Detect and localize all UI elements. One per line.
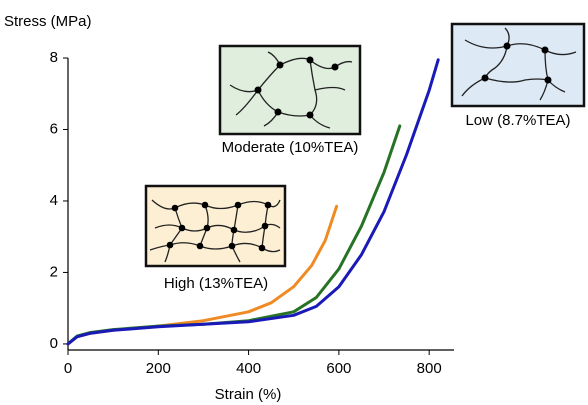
x-tick-label: 200 <box>146 360 171 377</box>
x-tick-label: 400 <box>236 360 261 377</box>
x-axis-label: Strain (%) <box>215 386 282 403</box>
label-low: Low (8.7%TEA) <box>465 112 570 129</box>
y-tick-label: 0 <box>50 335 58 352</box>
x-tick-label: 600 <box>326 360 351 377</box>
y-axis-label: Stress (MPa) <box>4 13 92 30</box>
y-tick-label: 2 <box>50 263 58 280</box>
y-tick-label: 6 <box>50 120 58 137</box>
x-tick-label: 0 <box>64 360 72 377</box>
inset-high <box>146 186 285 266</box>
label-high: High (13%TEA) <box>164 275 268 292</box>
inset-moderate <box>220 46 360 134</box>
x-tick-label: 800 <box>417 360 442 377</box>
y-tick-label: 4 <box>50 192 58 209</box>
inset-low <box>452 24 584 106</box>
label-moderate: Moderate (10%TEA) <box>222 139 359 156</box>
chart: Stress (MPa) Strain (%) Moderate (10%TEA… <box>0 0 588 405</box>
y-tick-label: 8 <box>50 49 58 66</box>
